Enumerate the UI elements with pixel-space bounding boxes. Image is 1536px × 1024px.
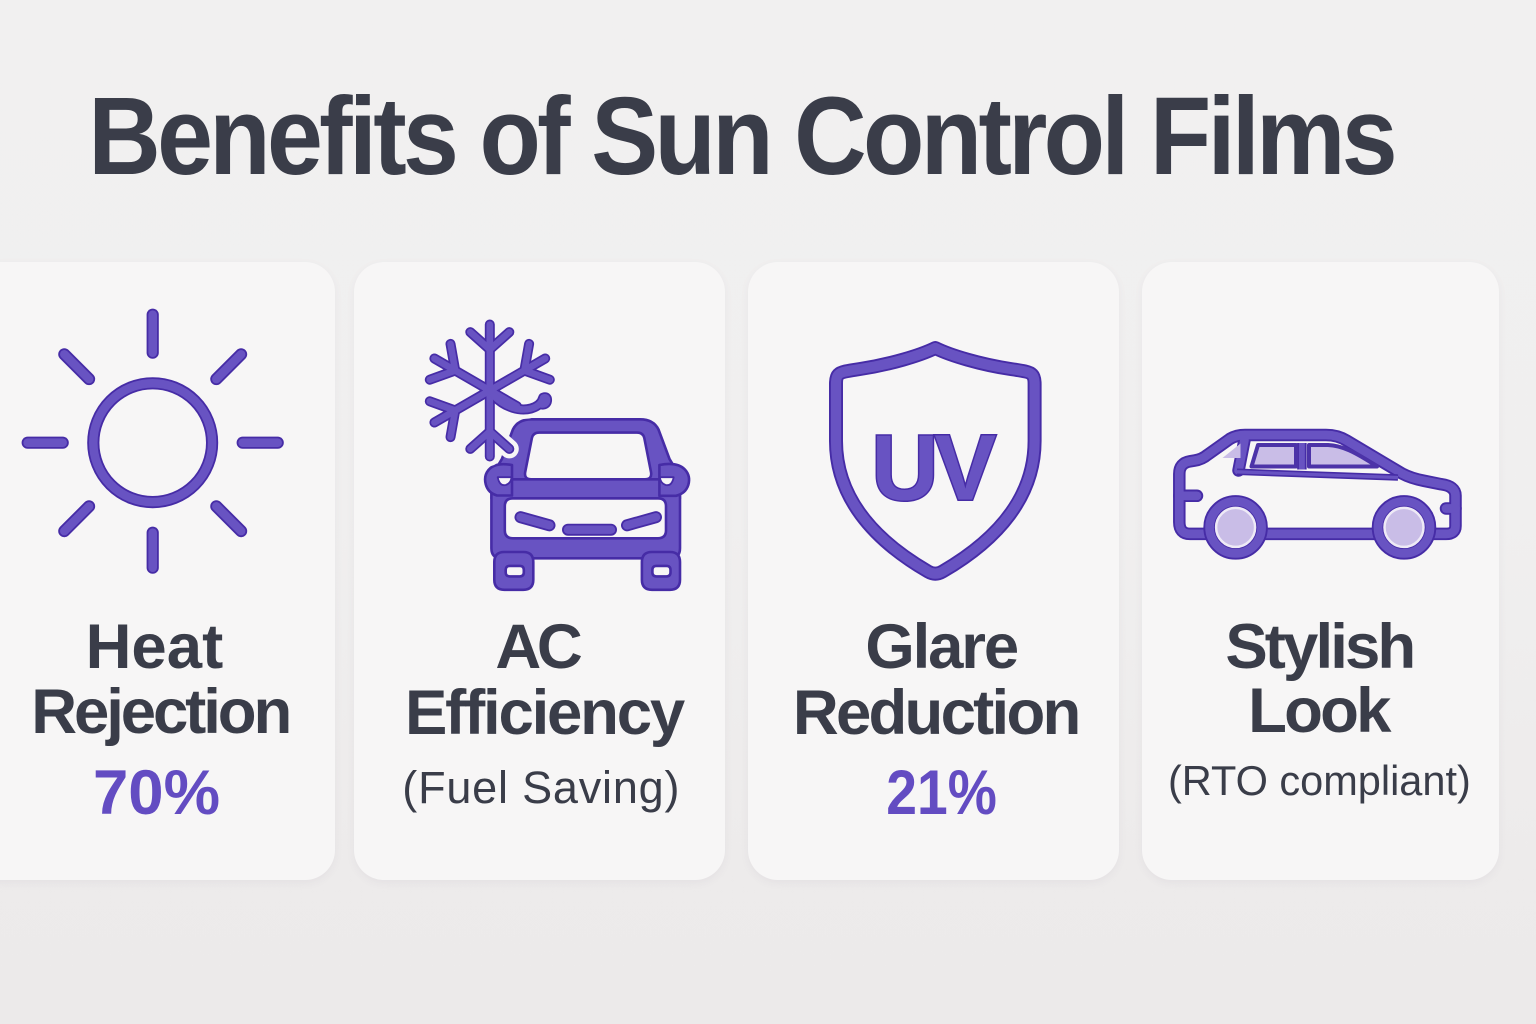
svg-text:UV: UV: [871, 416, 996, 520]
